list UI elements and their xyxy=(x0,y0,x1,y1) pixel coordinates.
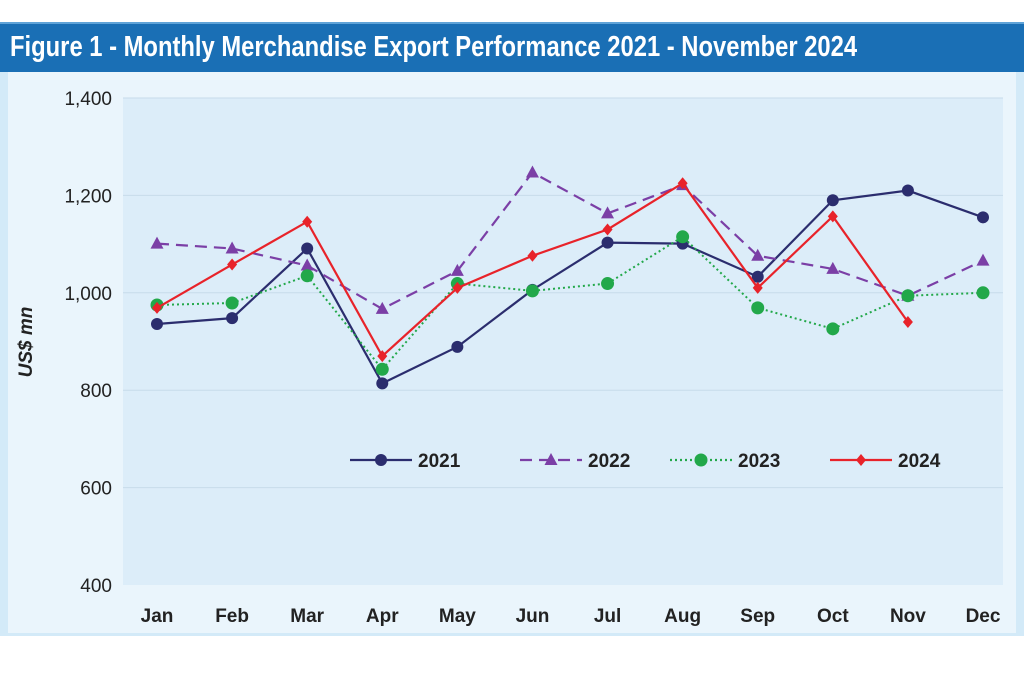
x-tick-label: Jun xyxy=(516,606,550,627)
data-point xyxy=(451,340,464,353)
series-line xyxy=(156,189,984,385)
data-point xyxy=(976,253,990,266)
data-point xyxy=(751,270,764,283)
x-tick-label: Feb xyxy=(215,606,249,627)
data-point xyxy=(601,206,615,219)
y-tick-label: 1,000 xyxy=(64,284,112,305)
legend-label: 2022 xyxy=(588,451,630,472)
x-tick-label: Oct xyxy=(817,606,849,627)
data-point xyxy=(601,236,614,249)
x-tick-label: Sep xyxy=(740,606,775,627)
data-point xyxy=(300,258,314,271)
data-point xyxy=(151,317,163,330)
series-line xyxy=(156,235,984,371)
data-point xyxy=(452,281,463,294)
legend-item-2023: 2023 xyxy=(670,451,780,472)
x-tick-label: Jul xyxy=(594,606,621,627)
data-point xyxy=(375,301,389,314)
chart-title-bar: Figure 1 - Monthly Merchandise Export Pe… xyxy=(0,22,1024,72)
data-point xyxy=(152,301,162,314)
data-point xyxy=(902,316,913,329)
x-tick-label: Dec xyxy=(966,606,1001,627)
data-point xyxy=(676,230,690,244)
data-point xyxy=(302,215,313,228)
legend-marker xyxy=(375,454,387,466)
legend-marker xyxy=(694,453,708,467)
data-point xyxy=(527,249,538,262)
x-tick-label: Mar xyxy=(290,606,324,627)
data-point xyxy=(677,177,688,190)
data-point xyxy=(901,184,914,197)
data-point xyxy=(225,241,239,254)
x-tick-label: Apr xyxy=(366,606,399,627)
data-point xyxy=(752,281,763,294)
data-point xyxy=(826,261,840,274)
data-point xyxy=(301,242,314,255)
data-point xyxy=(977,211,989,224)
data-point xyxy=(225,296,239,310)
chart-title: Figure 1 - Monthly Merchandise Export Pe… xyxy=(10,31,858,63)
data-point xyxy=(377,350,388,363)
x-tick-label: May xyxy=(439,606,476,627)
data-point xyxy=(376,377,389,390)
y-tick-label: 600 xyxy=(80,479,112,500)
data-point xyxy=(602,223,613,236)
data-point xyxy=(525,284,539,298)
y-tick-label: 1,400 xyxy=(64,89,112,110)
series-line xyxy=(156,171,984,311)
data-point xyxy=(901,289,915,303)
data-point xyxy=(751,301,765,315)
data-point xyxy=(751,248,765,261)
data-point xyxy=(375,362,389,376)
data-point xyxy=(827,210,838,223)
data-point xyxy=(227,258,238,271)
data-point xyxy=(826,194,839,207)
data-point xyxy=(976,286,990,300)
x-tick-label: Nov xyxy=(890,606,926,627)
series-2024 xyxy=(152,177,913,363)
data-point xyxy=(150,236,164,249)
data-point xyxy=(450,263,464,276)
legend-item-2021: 2021 xyxy=(350,451,461,472)
data-point xyxy=(601,277,615,291)
legend-label: 2023 xyxy=(738,451,780,472)
legend-marker xyxy=(856,454,866,466)
legend-marker xyxy=(544,453,558,465)
y-tick-label: 800 xyxy=(80,381,112,402)
legend-item-2022: 2022 xyxy=(520,451,630,472)
plot-area xyxy=(123,98,1003,585)
data-point xyxy=(226,312,239,325)
legend-item-2024: 2024 xyxy=(830,451,941,472)
data-point xyxy=(300,269,314,283)
data-point xyxy=(826,322,840,336)
x-tick-label: Aug xyxy=(664,606,701,627)
legend-label: 2024 xyxy=(898,451,941,472)
legend-label: 2021 xyxy=(418,451,461,472)
y-tick-label: 400 xyxy=(80,576,112,597)
data-point xyxy=(525,165,539,178)
y-axis-label: US$ mn xyxy=(16,307,37,378)
x-tick-label: Jan xyxy=(141,606,174,627)
y-tick-label: 1,200 xyxy=(64,186,112,207)
